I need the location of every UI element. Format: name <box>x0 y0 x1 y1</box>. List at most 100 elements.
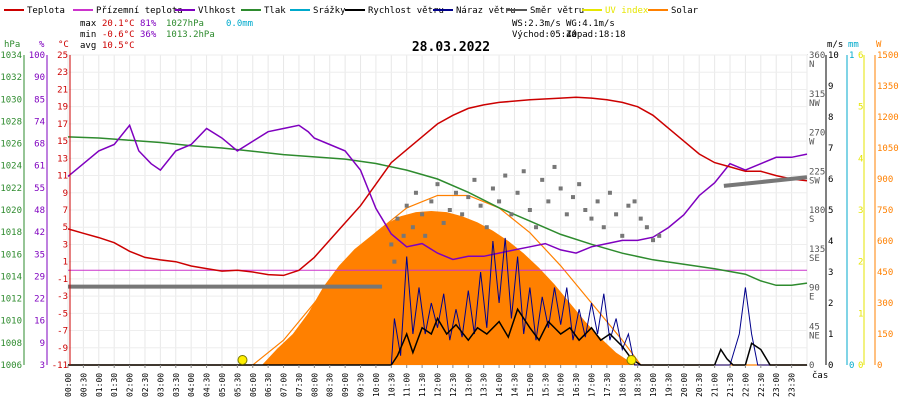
pct-axis-tick: 22 <box>34 295 45 305</box>
smer-point <box>651 238 656 243</box>
x-tick-label: 01:30 <box>110 373 119 397</box>
hpa-axis-tick: 1026 <box>0 140 22 150</box>
smer-point <box>466 195 471 200</box>
smer-point <box>601 225 606 230</box>
ms-tick: 2 <box>828 299 833 309</box>
degc-axis-tick: -3 <box>57 292 68 302</box>
smer-point <box>607 190 612 195</box>
smer-point <box>620 233 625 238</box>
dir-name-tick: SE <box>809 254 820 264</box>
x-tick-label: 03:30 <box>172 373 181 397</box>
smer-point <box>420 212 425 217</box>
smer-point <box>389 242 394 247</box>
smer-point <box>626 203 631 208</box>
x-tick-label: 15:30 <box>541 373 550 397</box>
smer-point <box>644 225 649 230</box>
rychlost-line <box>68 307 807 366</box>
smer-point <box>435 182 440 187</box>
smer-point <box>490 186 495 191</box>
degc-axis-tick: -5 <box>57 309 68 319</box>
dir-deg-tick: 0 <box>809 361 814 371</box>
x-tick-label: 14:30 <box>510 373 519 397</box>
x-tick-label: 22:30 <box>757 373 766 397</box>
degc-axis-tick: -9 <box>57 344 68 354</box>
legend-vlhkost: Vlhkost <box>198 6 236 16</box>
legend-prizemni: Přízemní teplota <box>96 6 183 16</box>
stat-ws: WS:2.3m/s <box>512 19 561 29</box>
stat-avg-label: avg <box>80 41 96 51</box>
sunrise-marker <box>237 355 248 365</box>
hpa-axis-tick: 1014 <box>0 272 22 282</box>
hpa-axis-tick: 1010 <box>0 317 22 327</box>
uv-tick: 4 <box>858 154 863 164</box>
hpa-axis-tick: 1032 <box>0 73 22 83</box>
smer-point <box>558 186 563 191</box>
x-tick-label: 18:30 <box>634 373 643 397</box>
dir-name-tick: E <box>809 293 814 303</box>
smer-point <box>515 190 520 195</box>
smer-point <box>429 199 434 204</box>
x-tick-label: 12:00 <box>434 373 443 397</box>
smer-point <box>570 195 575 200</box>
smer-point <box>404 203 409 208</box>
x-tick-label: 03:00 <box>156 373 165 397</box>
smer-point <box>497 199 502 204</box>
legend-solar: Solar <box>671 6 699 16</box>
degc-axis-tick: 3 <box>63 240 68 250</box>
x-tick-label: 21:30 <box>726 373 735 397</box>
ms-tick: 5 <box>828 206 833 216</box>
degc-axis-tick: 7 <box>63 206 68 216</box>
smer-point <box>540 177 545 182</box>
x-tick-label: 02:30 <box>141 373 150 397</box>
w-tick: 600 <box>877 237 893 247</box>
axes-layer: 1034103210301028102610241022102010181016… <box>0 40 898 397</box>
smer-point <box>638 216 643 221</box>
w-tick: 150 <box>877 330 893 340</box>
pct-axis-tick: 35 <box>34 250 45 260</box>
smer-point <box>527 208 532 212</box>
pct-axis-tick: 90 <box>34 73 45 83</box>
pct-axis-tick: 85 <box>34 95 45 105</box>
x-tick-label: 04:30 <box>203 373 212 397</box>
smer-point <box>534 225 539 230</box>
x-tick-label: 20:30 <box>695 373 704 397</box>
smer-point <box>521 169 526 174</box>
uv-tick: 1 <box>858 309 863 319</box>
stat-sunset: Západ:18:18 <box>566 30 626 40</box>
stat-min-press: 1013.2hPa <box>166 30 215 40</box>
legend-smer: Směr větru <box>530 6 584 16</box>
x-tick-label: 15:00 <box>526 373 535 397</box>
stat-max-label: max <box>80 19 97 29</box>
x-tick-label: 19:00 <box>649 373 658 397</box>
degc-axis-tick: 23 <box>57 68 68 78</box>
legend-rychlost: Rychlost větru <box>368 6 444 16</box>
degc-axis-tick: 13 <box>57 154 68 164</box>
legend-teplota: Teplota <box>27 6 65 16</box>
x-tick-label: 00:00 <box>64 373 73 397</box>
degc-axis-tick: 25 <box>57 51 68 61</box>
x-tick-label: 06:00 <box>249 373 258 397</box>
dir-name-tick: W <box>809 138 815 148</box>
stat-min-label: min <box>80 30 96 40</box>
axis-unit-label: W <box>876 40 882 50</box>
hpa-axis-tick: 1030 <box>0 95 22 105</box>
vlhkost-line <box>67 123 808 261</box>
x-tick-label: 08:00 <box>310 373 319 397</box>
dir-deg-tick: 315 <box>809 90 825 100</box>
x-tick-label: 07:00 <box>280 373 289 397</box>
pct-axis-tick: 42 <box>34 228 45 238</box>
x-tick-label: 10:00 <box>372 373 381 397</box>
x-tick-label: 09:00 <box>341 373 350 397</box>
smer-point <box>460 212 465 217</box>
smer-point <box>472 177 477 182</box>
stat-max-press: 1027hPa <box>166 19 204 29</box>
stat-avg-temp: 10.5°C <box>102 41 135 51</box>
legend-naraz: Náraz větru <box>456 6 516 16</box>
axis-unit-label: mm <box>848 40 859 50</box>
degc-axis-tick: -11 <box>52 361 68 371</box>
smer-point <box>546 199 551 204</box>
smer-point <box>413 190 418 195</box>
x-tick-label: 20:00 <box>680 373 689 397</box>
smer-point <box>441 220 446 225</box>
